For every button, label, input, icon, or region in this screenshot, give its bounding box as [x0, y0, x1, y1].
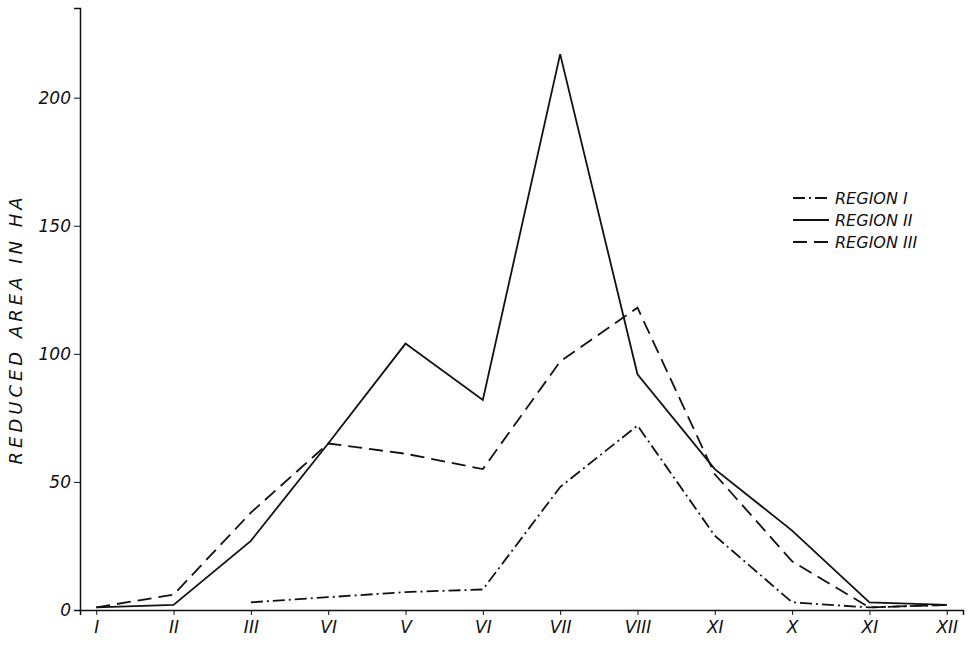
lines — [96, 54, 947, 607]
legend-swatch — [793, 219, 829, 221]
y-tick-mark — [74, 226, 80, 227]
legend-item: REGION II — [793, 211, 913, 230]
y-tick-mark — [74, 610, 80, 611]
x-tick-mark — [174, 610, 175, 615]
x-tick: XI — [706, 610, 724, 637]
y-tick-mark — [74, 482, 80, 483]
series-line — [96, 54, 947, 607]
y-tick-label: 150 — [39, 216, 71, 236]
x-tick: VI — [475, 610, 492, 637]
x-tick-label: V — [400, 617, 413, 637]
x-tick: VII — [550, 610, 572, 637]
x-tick: I — [94, 610, 99, 637]
y-tick-label: 50 — [49, 472, 71, 492]
y-tick-label: 200 — [39, 88, 71, 108]
x-tick-label: VI — [320, 617, 337, 637]
x-tick-label: I — [94, 617, 99, 637]
x-tick-mark — [947, 610, 948, 615]
x-tick-mark — [715, 610, 716, 615]
x-tick-label: X — [786, 617, 799, 637]
y-tick: 50 — [49, 472, 80, 492]
x-tick: II — [169, 610, 179, 637]
y-tick-label: 0 — [60, 600, 71, 620]
legend-swatch — [793, 241, 829, 243]
y-tick: 100 — [39, 344, 80, 364]
y-tick: 200 — [39, 88, 80, 108]
x-tick-label: XI — [706, 617, 724, 637]
chart: IIIIIIVIVVIVIIVIIIXIXXIXII050100150200RE… — [0, 0, 975, 647]
x-tick: V — [400, 610, 413, 637]
x-tick: XII — [935, 610, 958, 637]
x-tick-mark — [483, 610, 484, 615]
y-tick-label: 100 — [39, 344, 71, 364]
plot: IIIIIIVIVVIVIIVIIIXIXXIXII050100150200RE… — [39, 9, 964, 638]
legend-label: REGION III — [835, 233, 917, 252]
x-tick-mark — [560, 610, 561, 615]
x-axis: IIIIIIVIVVIVIIVIIIXIXXIXII — [81, 610, 964, 637]
x-tick: X — [786, 610, 799, 637]
y-axis-line — [74, 9, 81, 611]
y-tick: 150 — [39, 216, 80, 236]
x-tick-mark — [328, 610, 329, 615]
y-axis: 0 50 100 150 200 — [39, 9, 81, 620]
legend: REGION I REGION II REGION III — [793, 189, 917, 252]
x-tick-mark — [406, 610, 407, 615]
y-tick-mark — [74, 354, 80, 355]
x-tick: XI — [861, 610, 879, 637]
x-tick-label: II — [169, 617, 179, 637]
x-tick-label: VIII — [625, 617, 652, 637]
legend-label: REGION II — [835, 211, 913, 230]
series-line — [96, 308, 947, 608]
y-tick-mark — [74, 98, 80, 99]
x-tick: VIII — [625, 610, 652, 637]
x-tick-mark — [637, 610, 638, 615]
x-tick-label: XII — [935, 617, 958, 637]
x-axis-line — [81, 611, 964, 616]
legend-swatch — [793, 197, 829, 199]
x-tick: III — [244, 610, 259, 637]
legend-label: REGION I — [835, 189, 908, 208]
y-tick: 0 — [60, 600, 80, 620]
x-tick-mark — [96, 610, 97, 615]
x-tick-mark — [869, 610, 870, 615]
x-tick: VI — [320, 610, 337, 637]
x-tick-mark — [792, 610, 793, 615]
legend-item: REGION III — [793, 233, 917, 252]
x-tick-label: XI — [861, 617, 879, 637]
x-tick-label: VI — [475, 617, 492, 637]
legend-item: REGION I — [793, 189, 908, 208]
x-tick-mark — [251, 610, 252, 615]
x-tick-label: III — [244, 617, 259, 637]
series-line — [251, 426, 947, 608]
y-axis-title: REDUCED AREA IN HA — [5, 193, 26, 464]
x-tick-label: VII — [550, 617, 572, 637]
